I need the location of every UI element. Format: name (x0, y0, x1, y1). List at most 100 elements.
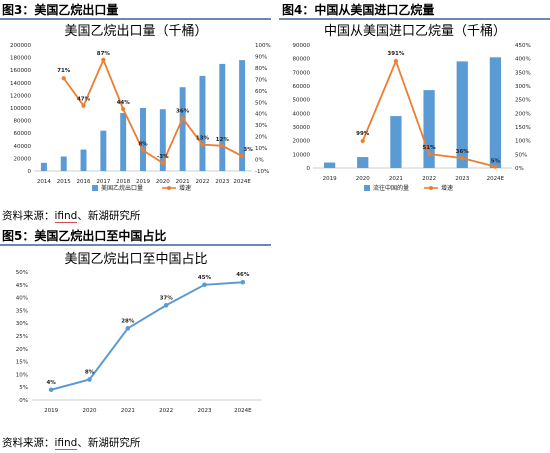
x-tick-label: 2022 (422, 176, 436, 182)
y-tick-label: 10% (16, 372, 28, 378)
share-point (125, 326, 131, 331)
bar (239, 60, 246, 172)
data-label: 99% (356, 131, 370, 137)
right-tick-label: 20% (255, 135, 267, 141)
y-tick-label: 45% (16, 283, 28, 289)
right-tick-label: 10% (255, 146, 267, 152)
data-label: 44% (117, 100, 131, 106)
growth-point (61, 76, 66, 81)
right-tick-label: 100% (255, 43, 271, 49)
china-ethane-imports-chart: 中国从美国进口乙烷量（千桶） 0 10000 20000 30000 40000 5000… (293, 24, 531, 192)
legend-label: 美国乙烷出口量 (101, 184, 143, 192)
left-tick-label: 70000 (293, 70, 311, 76)
data-label: -3% (157, 154, 169, 160)
bar (199, 75, 206, 171)
left-tick-label: 120000 (10, 93, 31, 99)
bar (100, 130, 107, 171)
left-tick-label: 0 (28, 169, 32, 175)
bar (323, 162, 336, 168)
legend-line-marker (429, 186, 433, 190)
right-tick-label: 0% (515, 166, 524, 172)
x-tick-label: 2023 (455, 176, 469, 182)
legend-label: 流往中国的量 (373, 184, 409, 192)
source-note-1: 资料来源：ifind、新湖研究所 (2, 209, 140, 223)
y-tick-label: 50% (16, 270, 28, 276)
legend-bar-swatch (364, 185, 370, 191)
growth-point (360, 138, 365, 144)
source-tool: ifind (54, 437, 78, 450)
right-tick-label: -10% (255, 169, 269, 175)
left-tick-label: 0 (307, 166, 311, 172)
growth-line (62, 57, 243, 165)
right-tick-label: 350% (515, 70, 531, 76)
data-label: 3% (243, 147, 253, 153)
figure-5-rule (0, 244, 271, 246)
bar (60, 156, 67, 171)
chart3-title: 美国乙烷出口至中国占比 (64, 252, 207, 267)
y-tick-label: 15% (16, 360, 28, 366)
bar (357, 157, 369, 168)
right-tick-label: 300% (515, 84, 531, 90)
data-label: 12% (216, 137, 230, 143)
growth-point (426, 151, 432, 157)
x-tick-label: 2022 (195, 179, 209, 185)
data-label: 47% (77, 97, 91, 103)
growth-point (81, 103, 86, 108)
share-point (202, 282, 207, 288)
left-tick-label: 160000 (10, 68, 31, 74)
legend-line-marker (167, 186, 171, 190)
us-ethane-exports-chart: 美国乙烷出口量（千桶） 0 20000 40000 60000 80000 100000 1… (10, 24, 271, 192)
growth-point (239, 154, 245, 159)
left-tick-label: 40000 (293, 111, 311, 117)
bar (40, 162, 47, 171)
x-tick-label: 2015 (57, 179, 71, 185)
left-tick-label: 50000 (293, 98, 311, 104)
left-tick-label: 20000 (293, 139, 311, 145)
x-tick-label: 2020 (356, 176, 370, 182)
data-label: 46% (236, 272, 250, 278)
right-tick-label: 90% (255, 54, 267, 60)
right-tick-label: 0% (255, 158, 264, 164)
left-tick-label: 80000 (293, 57, 311, 63)
growth-point (101, 57, 106, 62)
y-tick-label: 0% (19, 398, 28, 404)
right-tick-label: 150% (515, 125, 531, 131)
right-tick-label: 50% (255, 100, 267, 106)
source-note-2: 资料来源：ifind、新湖研究所 (2, 436, 140, 450)
x-tick-label: 2020 (156, 179, 170, 185)
bar (80, 149, 87, 171)
legend-label: 增速 (441, 184, 453, 192)
share-point (87, 377, 92, 382)
right-tick-label: 450% (515, 43, 531, 49)
left-tick-label: 90000 (293, 43, 311, 49)
left-tick-label: 180000 (10, 56, 31, 62)
y-tick-label: 35% (16, 308, 28, 314)
bar (456, 61, 468, 168)
growth-point (220, 143, 225, 148)
growth-point (160, 160, 165, 166)
source-tool: ifind (54, 210, 78, 223)
right-tick-label: 50% (515, 152, 527, 158)
x-tick-label: 2016 (77, 179, 91, 185)
right-tick-label: 200% (515, 111, 531, 117)
bar (179, 87, 186, 171)
right-tick-label: 60% (255, 89, 267, 95)
left-tick-label: 140000 (10, 81, 31, 87)
source-prefix: 资料来源： (2, 210, 55, 222)
y-tick-label: 40% (16, 296, 28, 302)
y-tick-label: 25% (16, 334, 28, 340)
growth-point (121, 107, 126, 112)
right-tick-label: 40% (255, 112, 267, 118)
figure-3-rule (0, 18, 271, 20)
left-tick-label: 60000 (14, 131, 32, 137)
data-label: 71% (57, 68, 71, 74)
bar (390, 116, 402, 168)
data-label: 8% (85, 370, 95, 376)
figure-4-header: 图4：中国从美国进口乙烷量 (282, 3, 435, 17)
left-tick-label: 30000 (293, 125, 311, 131)
growth-point (180, 116, 185, 121)
data-label: 28% (121, 318, 135, 324)
right-tick-label: 100% (515, 139, 531, 145)
x-tick-label: 2024E (234, 408, 252, 414)
data-label: 8% (138, 141, 148, 147)
